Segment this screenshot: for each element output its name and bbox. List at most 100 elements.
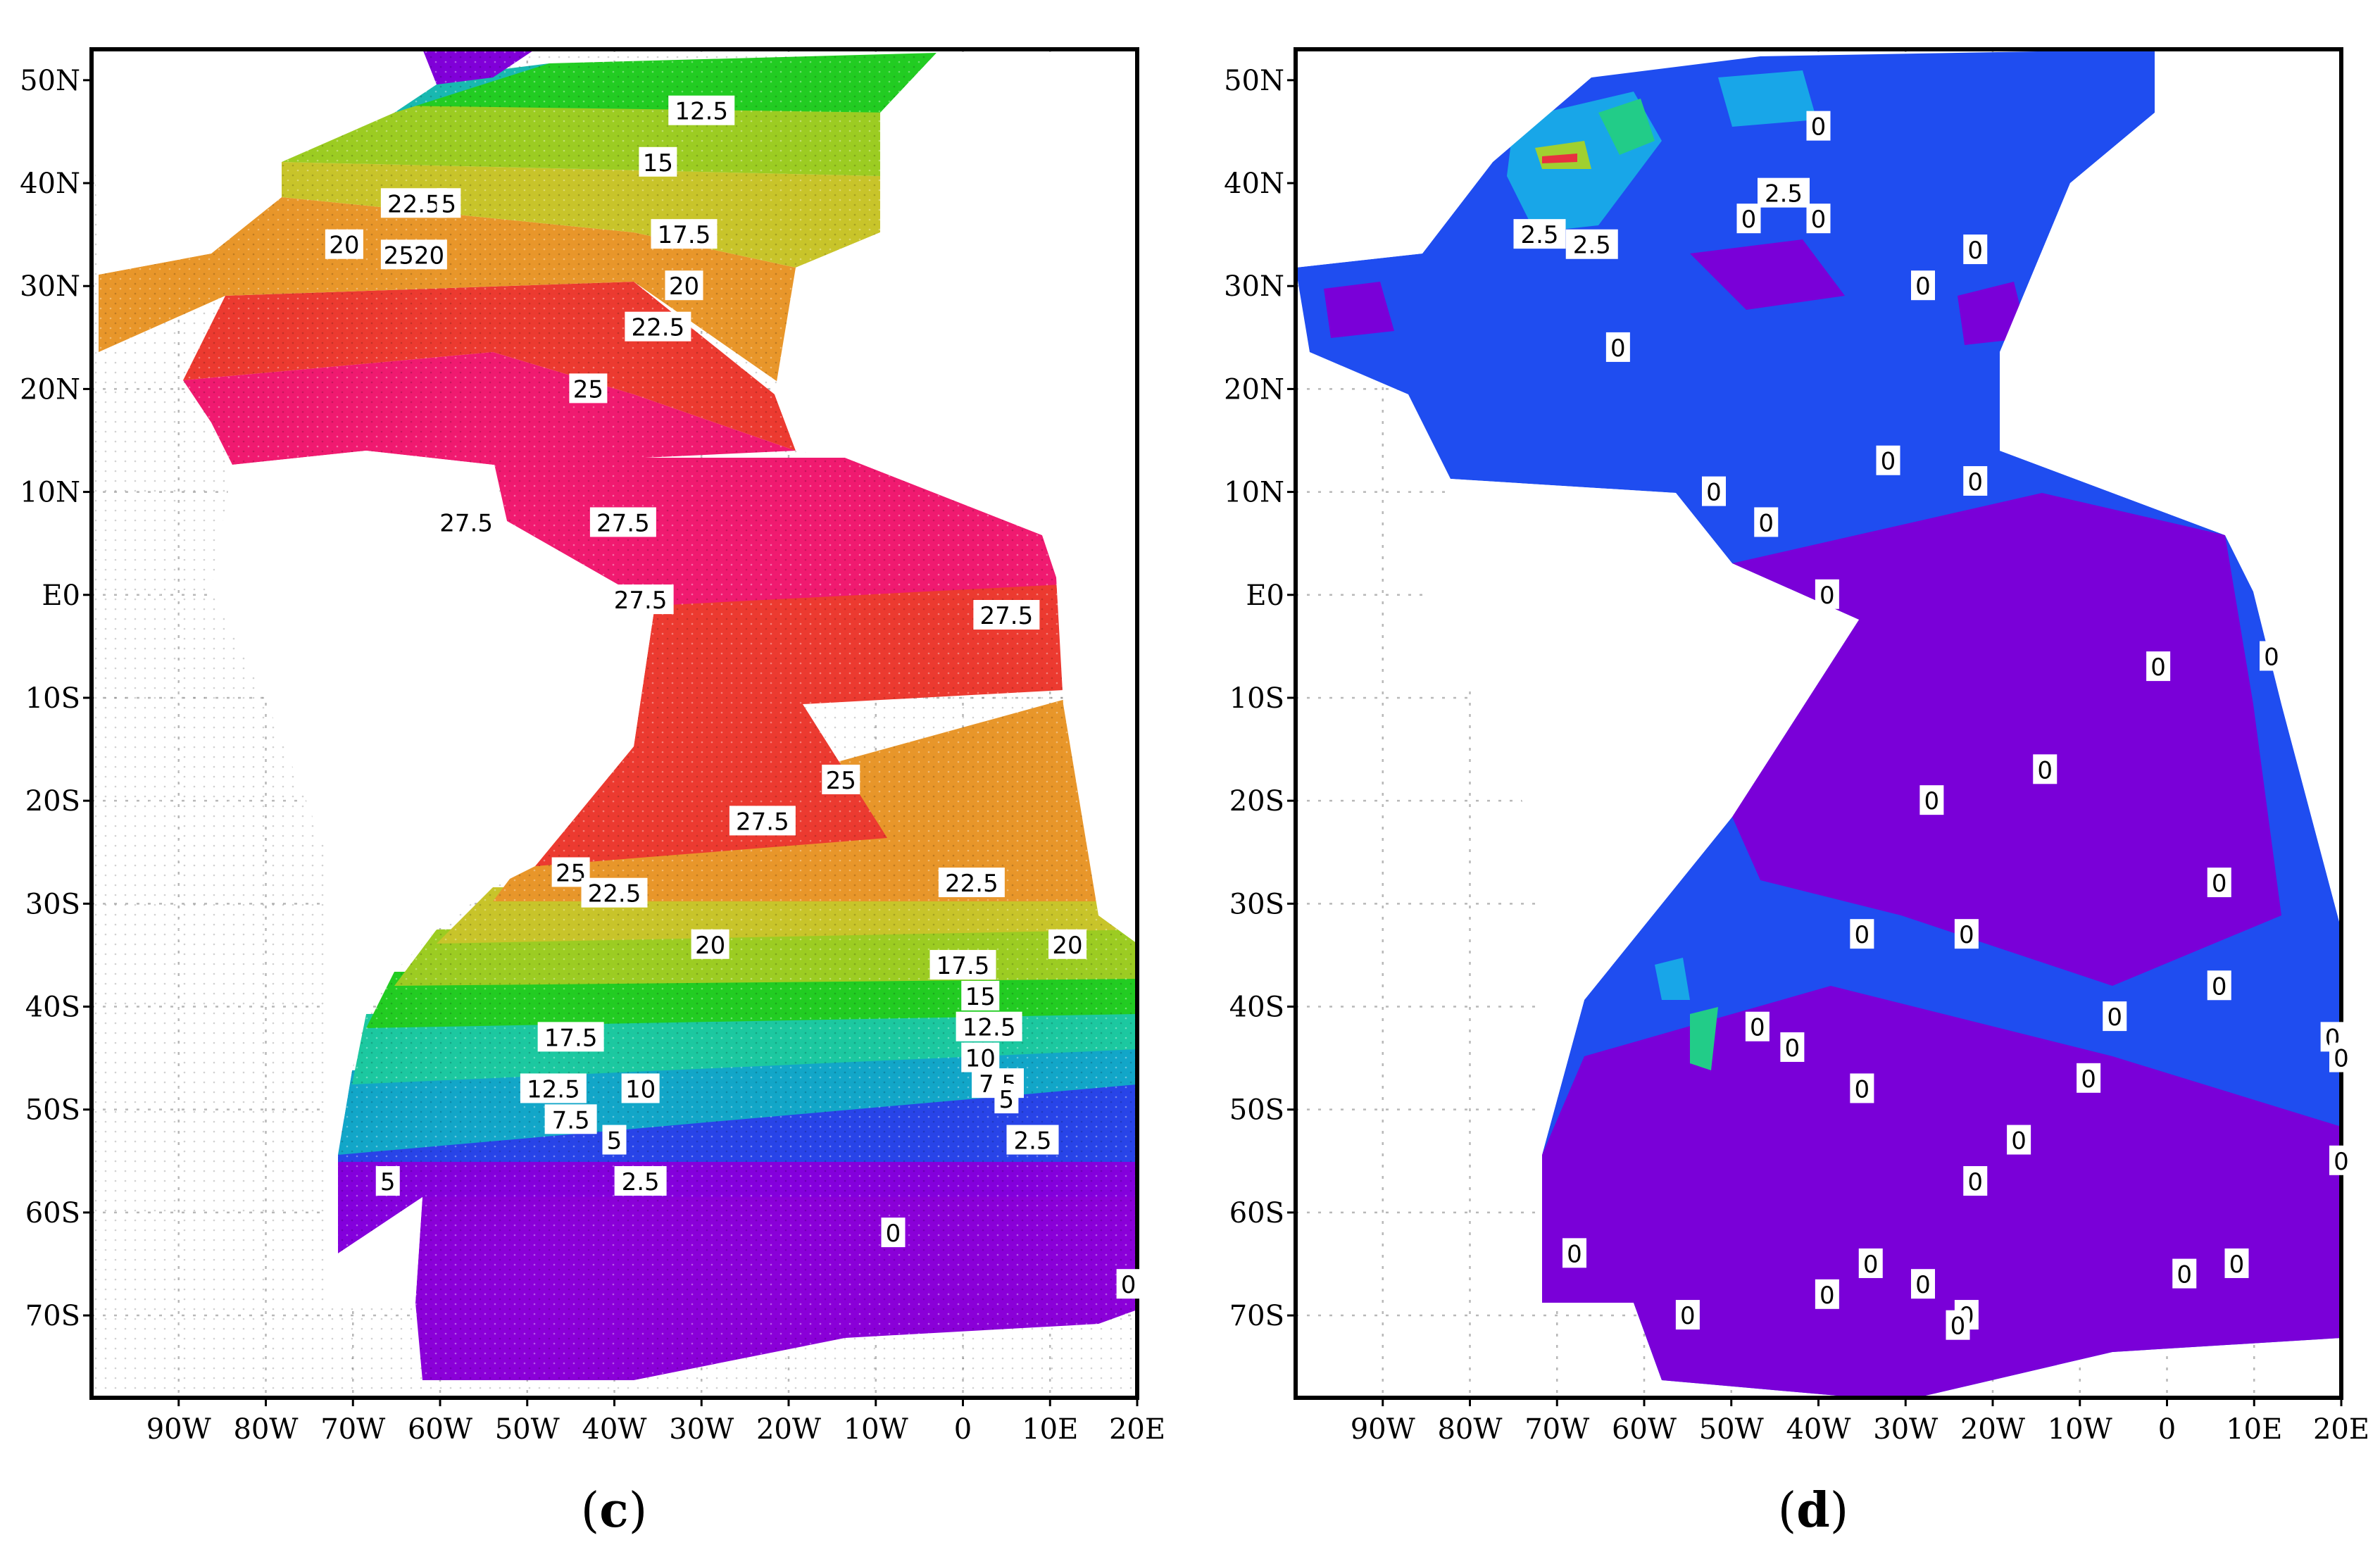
d-lon-tick-label: 20W (1960, 1413, 2025, 1446)
d-contour-label: 0 (1820, 1282, 1835, 1310)
c-caption-open: ( (581, 1483, 600, 1539)
d-contour-label: 0 (2334, 1045, 2349, 1073)
d-lon-tick-label: 10E (2226, 1413, 2282, 1446)
d-lat-tick-label: 10N (1224, 477, 1284, 509)
d-contour-label: 0 (2150, 653, 2166, 682)
d-contour-label-box (1911, 1269, 1935, 1299)
d-caption-open: ( (1778, 1483, 1797, 1539)
c-contour-label-box (929, 950, 996, 980)
d-contour-label: 0 (1950, 1313, 1966, 1341)
c-contour-label: 2.5 (1013, 1127, 1051, 1156)
d-contour-label-box (1858, 1248, 1883, 1278)
d-contour-label: 0 (2229, 1251, 2245, 1279)
c-contour-label: 0 (886, 1220, 901, 1248)
d-contour-label-box (2207, 868, 2231, 898)
c-contour-label-box (537, 1022, 604, 1052)
d-contour-label-box (1513, 219, 1566, 249)
d-lat-tick-label: 20N (1224, 373, 1284, 406)
c-caption-close: ) (629, 1483, 648, 1539)
c-contour-label-box (665, 270, 703, 301)
d-lat-tick-label: 20S (1229, 785, 1284, 818)
d-contour-label: 0 (1881, 448, 1896, 476)
d-contour-label-box (2146, 651, 2171, 682)
d-contour-label-box (1754, 507, 1779, 537)
c-lat-tick-label: 70S (25, 1300, 80, 1332)
c-contour-label-box (938, 868, 1005, 898)
c-contour-label-box (433, 507, 500, 537)
c-lon-tick-label: 50W (495, 1413, 560, 1446)
c-contour-label: 22.5 (945, 870, 998, 898)
c-contour-label: 5 (999, 1086, 1015, 1114)
c-latitude-axis: 50N 40N 30N 20N 10N E0 10S 20S 30S 40S 50S 60S 70S (20, 65, 92, 1332)
d-contour-label-box (1605, 332, 1630, 362)
d-lon-tick-label: 20E (2313, 1413, 2369, 1446)
c-contour-label: 25 (826, 767, 856, 795)
c-contour-label-box (668, 95, 735, 125)
d-lon-tick-label: 30W (1873, 1413, 1938, 1446)
d-contour-label: 0 (1567, 1240, 1582, 1268)
d-contour-label-box (2329, 1042, 2353, 1072)
d-contour-label-box (1919, 785, 1944, 815)
d-contour-label: 0 (1758, 509, 1774, 537)
c-land-africa (775, 53, 1137, 944)
d-contour-label: 0 (1924, 787, 1940, 815)
d-lon-tick-label: 60W (1612, 1413, 1677, 1446)
c-contour-label-box (625, 311, 691, 342)
d-contour-label: 0 (1811, 206, 1827, 234)
d-ocean-purple-equatorial (1732, 493, 2281, 986)
d-gulfstream-red (1542, 154, 1577, 163)
c-lat-tick-label: E0 (42, 580, 80, 612)
d-contour-label-box (2007, 1125, 2031, 1155)
d-contour-label-box (2033, 754, 2058, 784)
c-contour-label-box (639, 146, 677, 177)
c-contour-label: 27.5 (596, 509, 650, 537)
c-contour-label-box (1048, 929, 1086, 959)
d-lat-tick-label: 10S (1229, 682, 1284, 715)
d-lon-tick-label: 10W (2048, 1413, 2112, 1446)
d-contour-label-box (1562, 1238, 1586, 1268)
c-contour-label-box (651, 219, 718, 249)
d-latitude-axis: 50N 40N 30N 20N 10N E0 10S 20S 30S 40S 50S 60S 70S (1224, 65, 1296, 1332)
d-contour-label: 0 (2212, 972, 2227, 1001)
d-contour-label: 0 (1967, 468, 1983, 496)
c-contour-label: 17.5 (937, 952, 990, 980)
c-lat-tick-label: 10S (25, 682, 80, 715)
d-contour-label-box (1946, 1310, 1970, 1340)
d-lat-tick-label: 50N (1224, 65, 1284, 97)
c-lat-tick-label: 50S (25, 1094, 80, 1127)
c-contour-label: 27.5 (980, 602, 1034, 630)
d-ocean-purple-patch-1 (1690, 239, 1845, 310)
d-contour-label-box (1963, 465, 1988, 496)
d-contour-label-box (1780, 1032, 1805, 1062)
c-contour-label-box (621, 1073, 660, 1103)
d-contour-label: 0 (1959, 921, 1974, 949)
c-contour-label: 22.5 (588, 880, 641, 908)
d-contour-label: 0 (2107, 1003, 2122, 1032)
d-contour-label-box (2077, 1063, 2101, 1093)
d-contour-label: 2.5 (1573, 232, 1611, 260)
d-caption-close: ) (1830, 1483, 1849, 1539)
c-contour-label-box (956, 1011, 1022, 1041)
d-contour-label: 0 (1967, 1168, 1983, 1196)
d-ocean-purple-patch-3 (1324, 282, 1394, 338)
d-contour-label-box (1745, 1011, 1770, 1041)
c-lon-tick-label: 0 (954, 1413, 972, 1446)
d-contour-label-box (2260, 641, 2284, 671)
d-contour-label-box (1954, 919, 1979, 949)
c-contour-label: 20 (695, 932, 725, 960)
c-lon-tick-label: 10E (1022, 1413, 1078, 1446)
d-lat-tick-label: 30N (1224, 270, 1284, 303)
d-lat-tick-label: 30S (1229, 888, 1284, 920)
d-contour-label: 0 (1855, 1075, 1870, 1103)
d-contour-label-box (1911, 270, 1935, 301)
d-contour-label: 0 (1820, 582, 1835, 610)
d-contour-label: 0 (2011, 1127, 2027, 1156)
c-longitude-axis: 90W 80W 70W 60W 50W 40W 30W 20W 10W 0 10E 20E (146, 1398, 1165, 1446)
d-lon-tick-label: 0 (2158, 1413, 2176, 1446)
c-contour-label: 25 (556, 859, 586, 887)
c-lat-tick-label: 30S (25, 888, 80, 920)
d-contour-label-box (1815, 579, 1839, 609)
d-contour-label-box (1815, 1279, 1839, 1309)
